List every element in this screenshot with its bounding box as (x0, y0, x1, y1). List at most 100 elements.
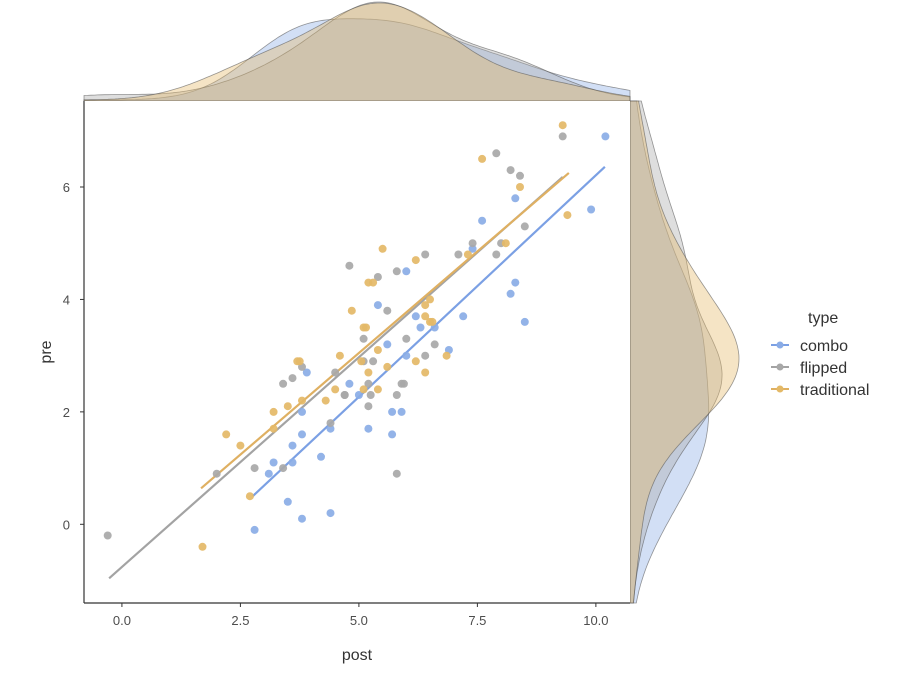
x-tick-label: 7.5 (468, 613, 486, 628)
point-combo (364, 424, 373, 433)
top-density-combo (83, 18, 631, 102)
point-combo (345, 379, 354, 388)
point-traditional (373, 385, 382, 394)
point-flipped (402, 334, 411, 343)
legend-dot-traditional (776, 385, 784, 393)
point-traditional (283, 402, 292, 411)
point-flipped (369, 357, 378, 366)
point-combo (288, 441, 297, 450)
point-flipped (421, 250, 430, 259)
point-traditional (298, 396, 306, 405)
top-marginal-density (83, 1, 631, 102)
point-combo (326, 509, 335, 518)
point-traditional (501, 239, 510, 248)
top-density-flipped (83, 1, 631, 102)
point-combo (298, 514, 306, 523)
point-combo (459, 312, 468, 321)
point-combo (388, 430, 397, 439)
point-flipped (468, 239, 477, 248)
point-traditional (269, 424, 278, 433)
point-combo (354, 391, 363, 399)
point-flipped (506, 166, 515, 175)
x-tick-label: 5.0 (350, 613, 368, 628)
point-combo (373, 301, 382, 310)
regression-lines (108, 165, 606, 580)
point-flipped (392, 469, 401, 478)
point-traditional (411, 357, 420, 366)
point-combo (250, 525, 259, 534)
fit-line-traditional (200, 172, 570, 490)
point-flipped (383, 306, 392, 315)
point-flipped (364, 402, 373, 411)
point-traditional (236, 441, 245, 450)
legend-label: combo (800, 338, 848, 355)
point-combo (416, 323, 425, 332)
point-flipped (516, 171, 524, 180)
point-traditional (321, 396, 330, 405)
x-tick-label: 10.0 (583, 613, 608, 628)
point-flipped (331, 368, 340, 377)
point-flipped (366, 391, 375, 399)
y-axis-label: pre (38, 340, 55, 363)
point-combo (411, 312, 420, 321)
x-axis-label: post (342, 647, 373, 664)
legend-item-traditional: traditional (771, 382, 869, 399)
point-flipped (288, 374, 297, 383)
legend: type combo flipped traditional (771, 310, 869, 399)
point-traditional (245, 492, 254, 501)
y-tick-label: 0 (63, 517, 70, 532)
point-flipped (359, 334, 368, 343)
legend-item-flipped: flipped (771, 360, 847, 377)
point-traditional (295, 357, 304, 366)
point-combo (511, 278, 520, 287)
point-traditional (421, 368, 430, 377)
legend-item-combo: combo (771, 338, 848, 355)
point-combo (402, 351, 411, 360)
point-flipped (373, 273, 382, 281)
fit-line-combo (251, 165, 606, 497)
point-combo (402, 267, 411, 276)
point-flipped (392, 267, 401, 276)
point-flipped (520, 222, 529, 231)
point-combo (283, 497, 292, 506)
point-traditional (563, 211, 572, 220)
legend-label: traditional (800, 382, 869, 399)
point-combo (388, 407, 397, 416)
point-combo (298, 430, 306, 439)
right-marginal-density (629, 100, 740, 604)
point-traditional (373, 346, 382, 354)
point-flipped (279, 464, 288, 473)
point-traditional (269, 407, 278, 416)
point-traditional (378, 244, 387, 253)
right-density-traditional (629, 100, 740, 604)
point-traditional (359, 385, 368, 394)
point-flipped (454, 250, 463, 259)
point-flipped (399, 379, 408, 388)
point-traditional (198, 542, 207, 551)
point-traditional (383, 362, 392, 371)
point-combo (383, 340, 392, 349)
point-combo (478, 216, 487, 225)
point-flipped (558, 132, 567, 141)
point-flipped (250, 464, 259, 473)
point-combo (601, 132, 610, 141)
point-flipped (430, 340, 439, 349)
point-traditional (426, 295, 434, 304)
y-tick-label: 2 (63, 405, 70, 420)
y-tick-label: 6 (63, 180, 70, 195)
point-traditional (478, 154, 487, 163)
point-traditional (411, 256, 420, 265)
point-traditional (442, 351, 451, 360)
point-traditional (357, 357, 366, 366)
point-traditional (222, 430, 231, 439)
point-flipped (340, 391, 349, 399)
x-tick-label: 2.5 (231, 613, 249, 628)
point-combo (302, 368, 311, 377)
legend-dot-combo (776, 341, 784, 349)
point-traditional (463, 250, 472, 259)
point-traditional (369, 278, 378, 287)
point-traditional (428, 317, 437, 326)
point-flipped (345, 261, 354, 270)
point-flipped (212, 469, 221, 478)
right-density-flipped (629, 100, 723, 604)
